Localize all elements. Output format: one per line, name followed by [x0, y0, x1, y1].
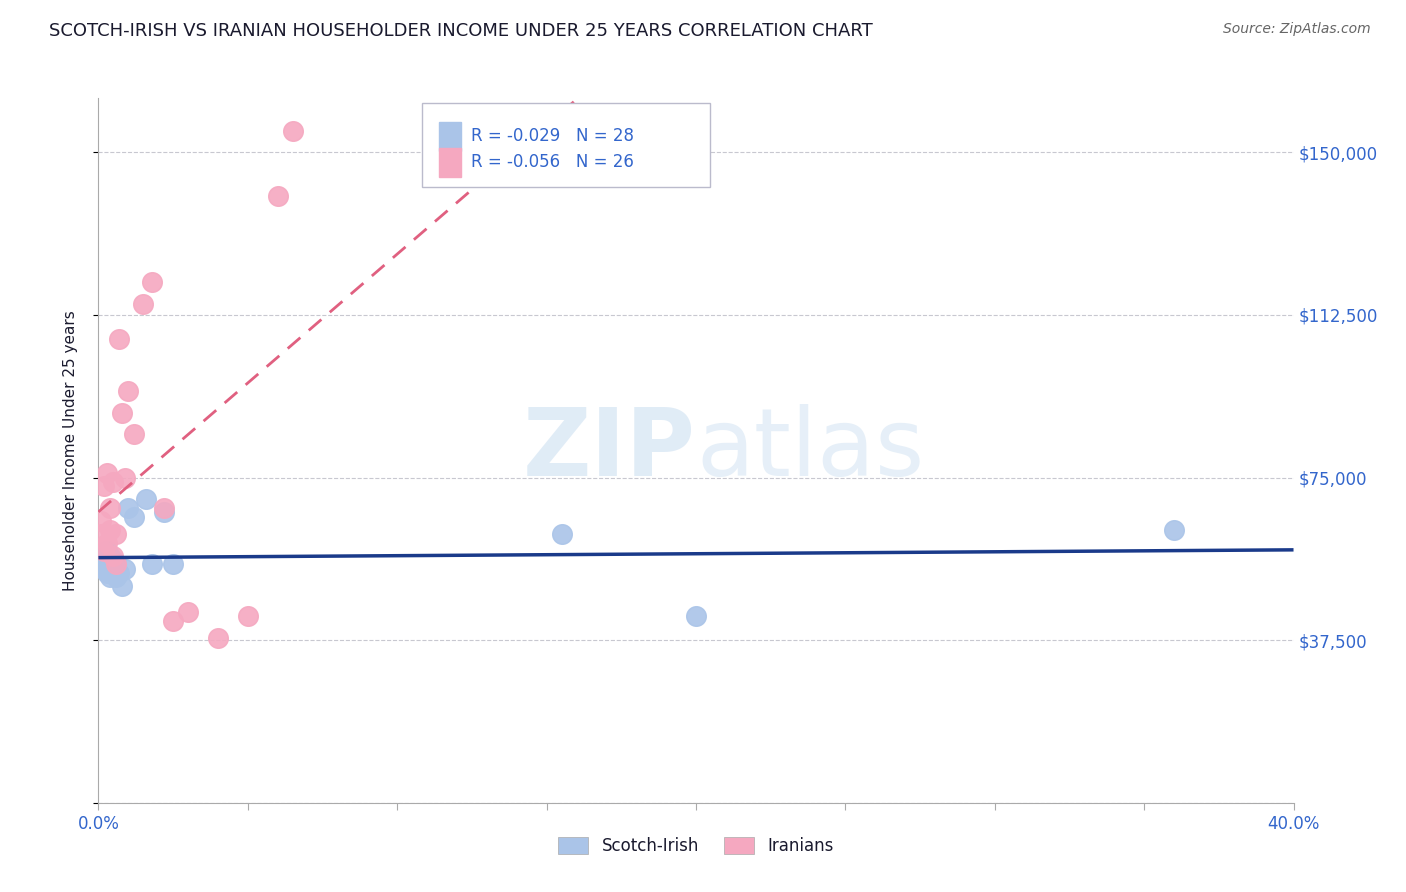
Point	[105, 570, 128, 584]
Point	[141, 558, 163, 572]
Point	[105, 558, 128, 572]
Point	[96, 553, 118, 567]
Point	[98, 570, 122, 584]
Point	[114, 470, 136, 484]
Point	[103, 475, 125, 489]
Point	[98, 558, 122, 572]
Point	[103, 561, 125, 575]
Point	[550, 527, 572, 541]
Point	[162, 614, 184, 628]
Text: ZIP: ZIP	[523, 404, 696, 497]
Point	[132, 297, 155, 311]
Point	[153, 505, 176, 519]
Text: R = -0.029   N = 28: R = -0.029 N = 28	[471, 128, 634, 145]
Point	[114, 561, 136, 575]
Point	[236, 609, 259, 624]
Point	[141, 276, 163, 290]
Point	[103, 553, 125, 567]
Point	[93, 479, 115, 493]
Point	[103, 549, 125, 563]
Text: R = -0.056   N = 26: R = -0.056 N = 26	[471, 153, 634, 171]
Point	[685, 609, 707, 624]
Point	[1163, 523, 1185, 537]
Point	[124, 509, 146, 524]
Point	[135, 492, 157, 507]
Point	[93, 558, 115, 572]
Point	[117, 384, 139, 398]
Point	[90, 527, 112, 541]
Point	[98, 500, 122, 515]
Point	[108, 332, 131, 346]
Point	[96, 544, 118, 558]
Point	[117, 500, 139, 515]
Point	[162, 558, 184, 572]
Y-axis label: Householder Income Under 25 years: Householder Income Under 25 years	[63, 310, 77, 591]
Text: atlas: atlas	[696, 404, 924, 497]
Point	[96, 467, 118, 481]
Point	[108, 566, 131, 580]
Point	[267, 188, 290, 202]
Point	[98, 523, 122, 537]
Point	[96, 535, 118, 549]
Point	[98, 549, 122, 563]
Point	[207, 631, 229, 645]
Point	[177, 605, 200, 619]
Point	[111, 405, 134, 419]
Text: Source: ZipAtlas.com: Source: ZipAtlas.com	[1223, 22, 1371, 37]
Point	[153, 500, 176, 515]
Point	[93, 544, 115, 558]
Point	[105, 527, 128, 541]
Point	[90, 514, 112, 528]
Point	[90, 558, 112, 572]
Point	[124, 427, 146, 442]
Point	[90, 549, 112, 563]
Text: SCOTCH-IRISH VS IRANIAN HOUSEHOLDER INCOME UNDER 25 YEARS CORRELATION CHART: SCOTCH-IRISH VS IRANIAN HOUSEHOLDER INCO…	[49, 22, 873, 40]
Point	[96, 558, 118, 572]
Point	[105, 558, 128, 572]
Point	[111, 579, 134, 593]
Legend: Scotch-Irish, Iranians: Scotch-Irish, Iranians	[551, 830, 841, 862]
Point	[93, 549, 115, 563]
Point	[96, 566, 118, 580]
Point	[281, 123, 304, 137]
Point	[93, 561, 115, 575]
